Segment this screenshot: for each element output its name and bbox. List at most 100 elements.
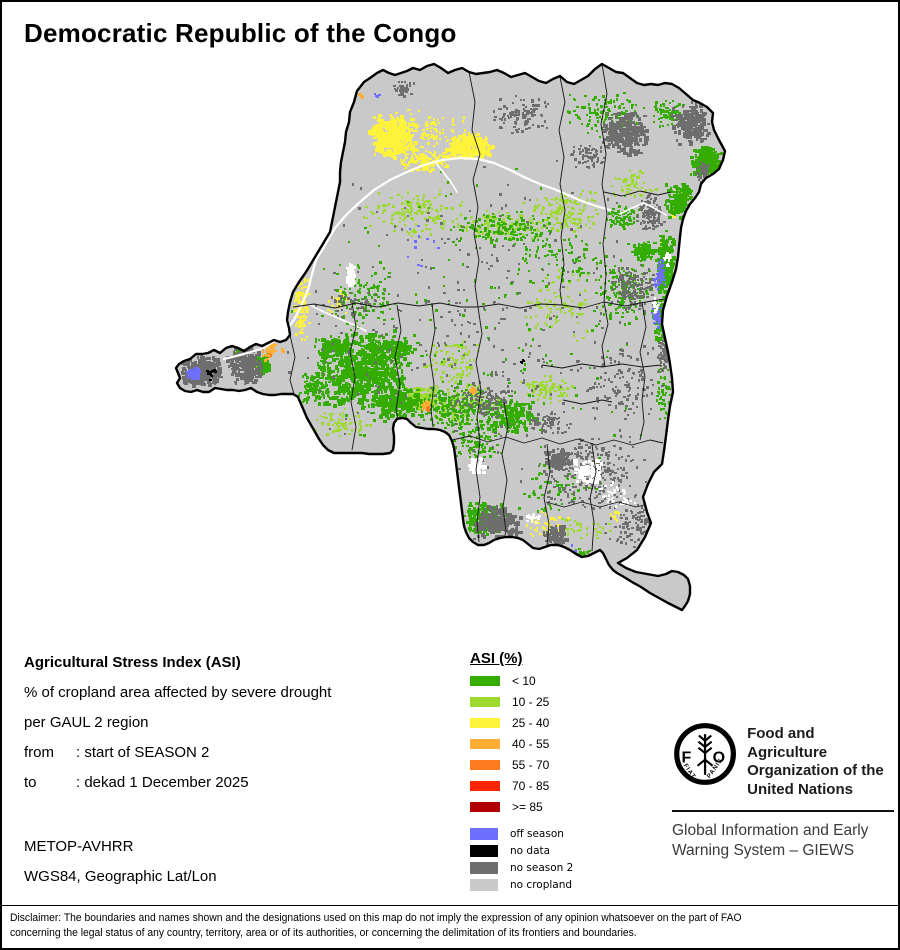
legend-row: 25 - 40 — [470, 716, 660, 730]
fao-org-line1: Food and Agriculture — [747, 725, 828, 761]
legend-row: off season — [470, 828, 660, 840]
legend-class-label: 10 - 25 — [512, 695, 550, 709]
asi-cluster-orange — [281, 348, 285, 353]
disclaimer-line1: Disclaimer: The boundaries and names sho… — [10, 912, 742, 924]
province-boundary — [475, 306, 483, 543]
asi-cluster-white — [663, 252, 671, 267]
province-boundary-layer — [289, 64, 674, 552]
from-label: from — [24, 744, 54, 761]
asi-cluster-blue — [374, 93, 381, 98]
province-boundary — [589, 444, 597, 552]
asi-cluster-blue — [407, 225, 440, 267]
asi-cluster-blue — [186, 367, 201, 380]
fao-org-name: Food and Agriculture Organization of the… — [747, 720, 894, 799]
asi-region-level: per GAUL 2 region — [24, 714, 149, 731]
asi-cluster-white — [526, 513, 541, 524]
asi-cluster-green — [567, 92, 645, 141]
disclaimer: Disclaimer: The boundaries and names sho… — [2, 905, 898, 946]
asi-cluster-green — [631, 241, 658, 261]
province-boundary — [558, 76, 566, 306]
fao-monogram-o: O — [713, 748, 725, 766]
asi-cluster-white — [652, 297, 659, 313]
disclaimer-line2: concerning the legal status of any count… — [10, 927, 637, 939]
province-boundary — [468, 71, 481, 308]
asi-cluster-green — [656, 367, 671, 420]
province-boundary — [600, 64, 608, 303]
asi-cluster-gray — [452, 385, 513, 418]
legend-row: no data — [470, 845, 660, 857]
river-line — [309, 304, 367, 332]
page-title: Democratic Republic of the Congo — [24, 18, 457, 48]
projection-name: WGS84, Geographic Lat/Lon — [24, 868, 217, 885]
asi-cluster-white — [346, 263, 356, 287]
legend-class-label: no season 2 — [510, 862, 574, 874]
asi-cluster-deeporange — [426, 406, 430, 412]
legend-row: no season 2 — [470, 862, 660, 874]
asi-cluster-lightgreen — [315, 408, 372, 437]
asi-cluster-green — [480, 395, 539, 434]
legend-class-label: off season — [510, 828, 564, 840]
province-boundary — [603, 190, 672, 197]
legend-swatch — [470, 862, 498, 874]
legend-class-label: 40 - 55 — [512, 737, 550, 751]
legend-row: 40 - 55 — [470, 737, 660, 751]
country-border — [174, 62, 727, 612]
legend-swatch — [470, 676, 500, 686]
period-to-line: to : dekad 1 December 2025 — [24, 774, 454, 792]
legend-swatch — [470, 781, 500, 791]
legend-class-label: 70 - 85 — [512, 779, 550, 793]
legend-class-label: < 10 — [512, 674, 536, 688]
asi-description: % of cropland area affected by severe dr… — [24, 684, 332, 701]
legend-swatch — [470, 718, 500, 728]
legend-class-label: no cropland — [510, 879, 573, 891]
giews-line2: Warning System – GIEWS — [672, 842, 855, 859]
giews-line1: Global Information and Early — [672, 822, 869, 839]
asi-cluster-orange — [469, 386, 477, 395]
asi-cluster-gray — [393, 81, 415, 98]
asi-cluster-gray — [493, 95, 549, 134]
asi-cluster-gray — [530, 413, 572, 434]
asi-cluster-green — [298, 372, 331, 406]
legend-swatch — [470, 879, 498, 891]
asi-cluster-green — [690, 146, 723, 179]
legend-row: >= 85 — [470, 800, 660, 814]
asi-cluster-green — [335, 264, 391, 331]
legend-row: 55 - 70 — [470, 758, 660, 772]
river-line — [619, 202, 667, 216]
legend-class-label: 25 - 40 — [512, 716, 550, 730]
asi-cluster-lightgreen — [611, 170, 658, 198]
asi-cluster-orange — [358, 93, 364, 99]
fao-divider — [672, 810, 894, 812]
asi-cluster-white — [573, 459, 603, 484]
to-value: : dekad 1 December 2025 — [76, 774, 249, 791]
legend-swatch — [470, 760, 500, 770]
asi-cluster-white — [599, 481, 636, 508]
province-boundary — [543, 443, 551, 546]
asi-cluster-gray — [636, 194, 666, 230]
fao-branding-row: F O FIAT PANIS Food and Agriculture Orga… — [672, 720, 894, 799]
legend-title: ASI (%) — [470, 650, 523, 667]
province-boundary — [349, 302, 357, 451]
asi-cluster-deeporange — [269, 353, 272, 357]
asi-cluster-gray — [543, 525, 569, 547]
legend-swatch — [470, 802, 500, 812]
legend-swatch — [470, 697, 500, 707]
river-layer — [222, 156, 667, 361]
asi-cluster-white — [468, 457, 487, 474]
asi-cluster-lightgreen — [358, 189, 463, 238]
province-boundary — [429, 302, 436, 428]
province-boundary — [562, 399, 613, 405]
fao-footer: F O FIAT PANIS Food and Agriculture Orga… — [672, 720, 894, 861]
river-line — [434, 161, 458, 193]
to-label: to — [24, 774, 37, 791]
asi-cluster-gray — [570, 141, 605, 169]
legend-class-label: 55 - 70 — [512, 758, 550, 772]
legend-row: 70 - 85 — [470, 779, 660, 793]
map-info-block: Agricultural Stress Index (ASI) % of cro… — [24, 654, 454, 804]
period-from-line: from : start of SEASON 2 — [24, 744, 454, 762]
asi-cluster-gray — [603, 112, 649, 157]
asi-cluster-yellow — [368, 114, 419, 160]
legend-class-label: >= 85 — [512, 800, 543, 814]
province-boundary — [292, 295, 674, 309]
from-value: : start of SEASON 2 — [76, 744, 210, 761]
